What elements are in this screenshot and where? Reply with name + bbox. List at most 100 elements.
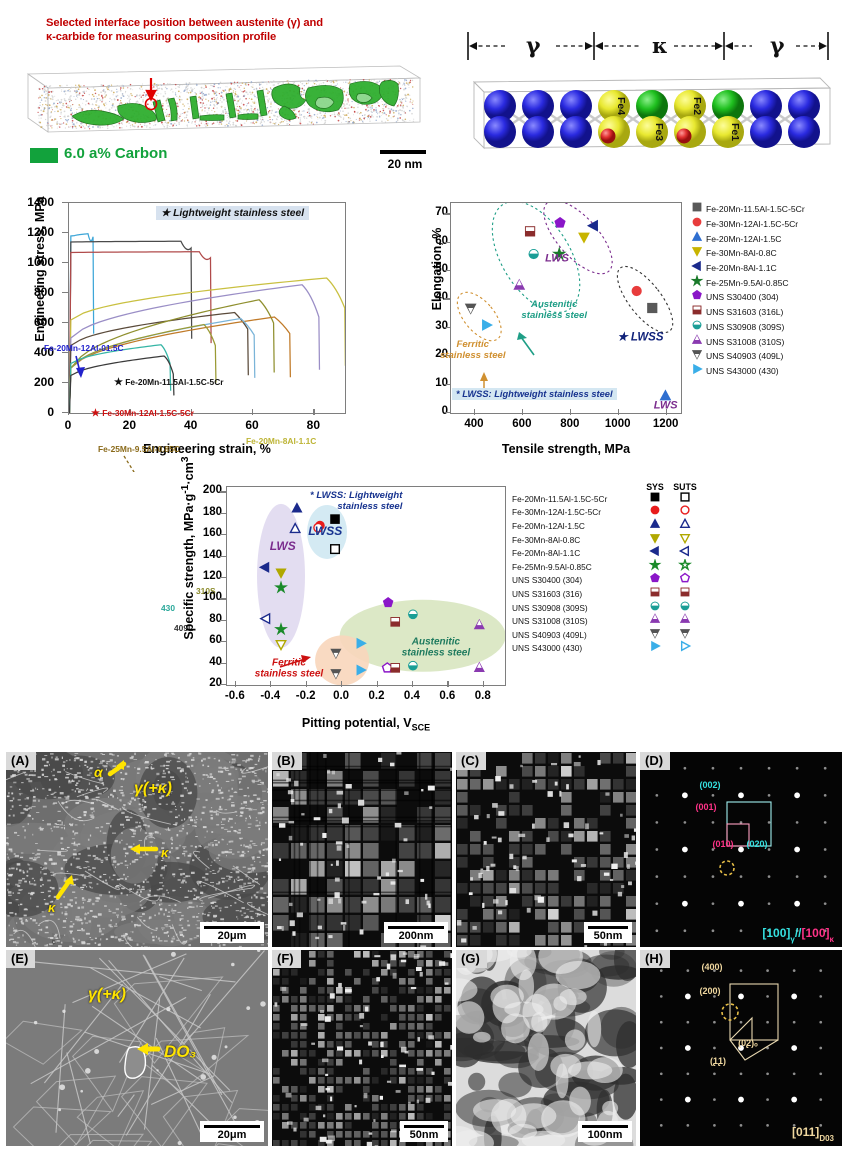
diffraction-spot-label: (020) [746, 839, 767, 849]
chart2-legend-row[interactable]: UNS S31603 (316L) [688, 305, 846, 320]
chart2-legend-row[interactable]: Fe-25Mn-9.5Al-0.85C [688, 274, 846, 290]
chart3-legend-row[interactable]: Fe-25Mn-9.5Al-0.85C [512, 557, 752, 574]
chart2-xtick-mark [665, 409, 667, 415]
chart3-legend-row[interactable]: Fe-20Mn-11.5Al-1.5C-5Cr [512, 492, 752, 506]
chart3-legend-row[interactable]: UNS S31008 (310S) [512, 613, 752, 628]
chart3-annotation: stainless steel [402, 647, 471, 658]
legend-marker-icon [688, 215, 706, 233]
legend-suts-marker-icon [670, 490, 700, 508]
chart3-legend-row[interactable]: Fe-30Mn-8Al-0.8C [512, 533, 752, 547]
micrograph-panel-f: (F) 50nm [272, 950, 452, 1146]
marker-circle [631, 285, 642, 297]
marker-pentagon-o [679, 573, 691, 583]
atom-row-back [484, 90, 820, 122]
scale-bar-label: 50nm [409, 1128, 439, 1141]
chart2-plot-area [450, 199, 682, 414]
chart2-legend-label: UNS S31008 (310S) [706, 336, 785, 347]
chart2-legend-row[interactable]: UNS S30400 (304) [688, 290, 846, 305]
chart2-annotation: LWS [545, 252, 570, 265]
chart2-annotation: Ferritic stainless steel [439, 338, 506, 361]
chart1-ytick-mark [62, 382, 68, 384]
chart1-curve-label: Fe-20Mn-8Al-1.1C [246, 436, 317, 446]
chart2-ytick: 10 [435, 376, 448, 389]
curve-Fe-30Mn-12Al-1-5C-5Cr [68, 251, 212, 414]
chart2-legend-row[interactable]: Fe-20Mn-11.5Al-1.5C-5Cr [688, 202, 846, 217]
chart2-legend-label: Fe-20Mn-11.5Al-1.5C-5Cr [706, 204, 805, 215]
atom-row-front [484, 116, 820, 148]
marker-square-half [390, 617, 401, 627]
chart3-x-axis-label: Pitting potential, VSCE [301, 716, 431, 733]
marker-circle [692, 217, 702, 227]
curve-316L [68, 316, 291, 414]
chart3-legend-label: Fe-25Mn-9.5Al-0.85C [512, 561, 592, 572]
legend-suts-marker-icon [670, 639, 700, 657]
carbon-legend-label: 6.0 a% Carbon [64, 145, 168, 162]
chart2-legend-row[interactable]: UNS S30908 (309S) [688, 320, 846, 335]
marker-pentagon [382, 597, 394, 608]
chart3-xtick-mark [234, 681, 237, 687]
diffraction-annotations: (400) (200) (0̢2)ₒ (̢1̢1) [011]D03 [699, 962, 834, 1143]
chart3-legend-row[interactable]: UNS S43000 (430) [512, 639, 752, 657]
chart2-legend-row[interactable]: Fe-20Mn-12Al-1.5C [688, 230, 846, 246]
marker-circle-half [680, 601, 690, 610]
legend-sys-marker-icon [640, 490, 670, 508]
chart3-legend-row[interactable]: Fe-30Mn-12Al-1.5C-5Cr [512, 503, 752, 521]
chart1-ytick: 1000 [27, 255, 54, 269]
chart2-legend-row[interactable]: Fe-20Mn-8Al-1.1C [688, 260, 846, 276]
chart2-ytick-mark [444, 241, 450, 243]
legend-sys-marker-icon [640, 639, 670, 657]
legend-marker-icon [688, 200, 706, 218]
micrograph-phase-label: α [94, 764, 103, 780]
chart3-xtick-mark [305, 681, 307, 687]
chart2-xtick: 400 [464, 418, 484, 430]
marker-circle-half [692, 320, 702, 330]
chart1-ytick: 400 [33, 345, 54, 359]
marker-tri-up-half [649, 613, 661, 623]
chart1-ytick-mark [62, 202, 68, 204]
apt-3d-reconstruction [22, 58, 426, 140]
chart3-legend-row[interactable]: UNS S30400 (304) [512, 573, 752, 588]
panel-tag: (G) [456, 950, 487, 968]
specific-strength-pitting-chart: Specific strength, MPa·g-1·cm3 Pitting p… [150, 457, 752, 744]
chart3-annotation: LWSS [308, 524, 342, 538]
chart2-ytick: 50 [435, 263, 448, 276]
scale-bar-label: 20μm [217, 929, 247, 942]
micrograph-panel-c: (C) 50nm [456, 752, 636, 947]
chart3-annotation: Ferritic [272, 658, 306, 669]
chart2-points [456, 199, 674, 401]
legend-suts-marker-icon [670, 503, 700, 521]
marker-star [690, 274, 704, 287]
chart2-legend-label: Fe-20Mn-8Al-1.1C [706, 263, 777, 274]
annotation-arrows [55, 760, 159, 900]
scale-bar: 20μm [200, 1120, 264, 1142]
chart2-legend-row[interactable]: Fe-30Mn-12Al-1.5C-5Cr [688, 217, 846, 232]
chart2-legend-row[interactable]: UNS S31008 (310S) [688, 333, 846, 349]
chart3-legend-row[interactable]: UNS S31603 (316) [512, 587, 752, 601]
legend-suts-marker-icon [670, 599, 700, 617]
marker-pentagon [650, 573, 660, 583]
micrograph-texture [640, 950, 842, 1146]
chart2-legend-row[interactable]: UNS S40903 (409L) [688, 349, 846, 364]
chart2-legend-row[interactable]: Fe-30Mn-8Al-0.8C [688, 246, 846, 261]
atom-label-fe4: Fe4 [615, 97, 627, 115]
chart3-ytick: 140 [202, 548, 222, 561]
marker-tri-down-o [679, 533, 691, 544]
chart2-legend-label: Fe-30Mn-8Al-0.8C [706, 248, 777, 259]
chart2-legend-row[interactable]: UNS S43000 (430) [688, 363, 846, 379]
legend-suts-marker-icon [670, 517, 700, 535]
legend-suts-marker-icon [670, 531, 700, 549]
diffraction-spot-label: (001) [695, 802, 716, 812]
chart3-legend-row[interactable]: UNS S40903 (409L) [512, 628, 752, 642]
chart1-ytick: 1400 [27, 195, 54, 209]
marker-star [648, 558, 662, 571]
chart2-annotation: LWS [653, 399, 678, 412]
chart3-legend-row[interactable]: Fe-20Mn-8Al-1.1C [512, 545, 752, 560]
scale-bar-line [588, 925, 628, 929]
panel-tag: (B) [272, 752, 303, 770]
chart3-legend-row[interactable]: Fe-20Mn-12Al-1.5C [512, 517, 752, 535]
chart3-legend-row[interactable]: UNS S30908 (309S) [512, 601, 752, 615]
scale-bar-line [404, 1124, 444, 1128]
marker-circle-o [313, 522, 324, 533]
marker-tri-left [586, 219, 598, 232]
